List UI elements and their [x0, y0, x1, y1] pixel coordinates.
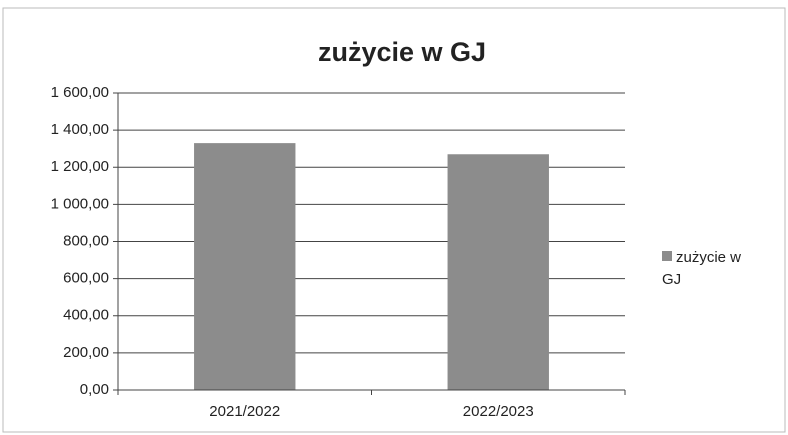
legend: zużycie w GJ — [662, 247, 762, 291]
bar — [447, 154, 549, 390]
y-tick-label: 1 000,00 — [51, 195, 109, 212]
legend-swatch — [662, 251, 672, 261]
y-tick-label: 400,00 — [63, 307, 109, 324]
x-tick-label: 2021/2022 — [209, 403, 280, 420]
y-tick-label: 1 400,00 — [51, 121, 109, 138]
bar — [194, 143, 296, 390]
y-tick-label: 800,00 — [63, 232, 109, 249]
y-tick-label: 200,00 — [63, 344, 109, 361]
y-tick-label: 1 600,00 — [51, 84, 109, 101]
legend-label: zużycie w GJ — [662, 249, 742, 288]
x-tick-label: 2022/2023 — [463, 403, 534, 420]
y-tick-label: 600,00 — [63, 270, 109, 287]
y-tick-label: 0,00 — [80, 381, 109, 398]
y-tick-label: 1 200,00 — [51, 158, 109, 175]
chart-title: zużycie w GJ — [318, 37, 486, 67]
chart-frame — [2, 7, 786, 433]
